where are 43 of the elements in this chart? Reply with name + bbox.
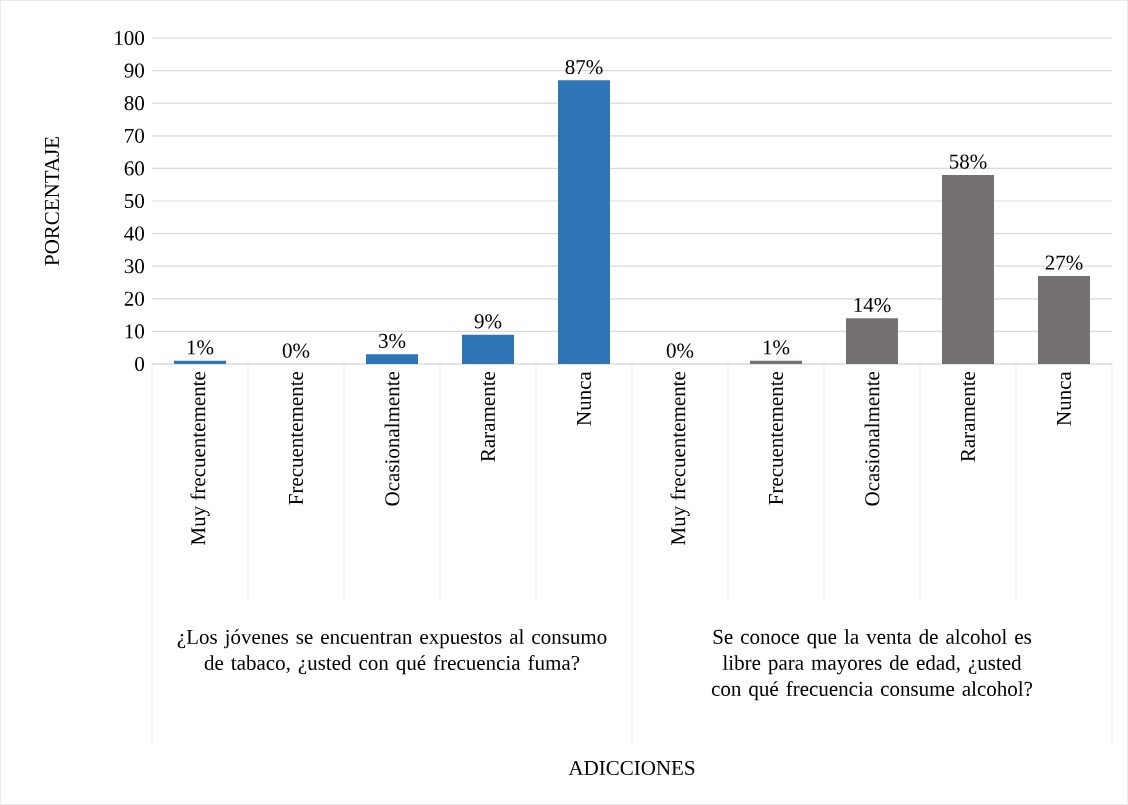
bar: [462, 334, 514, 364]
y-tick-label: 70: [125, 128, 145, 143]
bar: [558, 80, 610, 364]
data-label: 9%: [474, 314, 502, 329]
x-tick-label: Nunca: [1057, 371, 1071, 426]
y-tick-label: 90: [124, 63, 145, 78]
data-label: 1%: [187, 340, 214, 355]
x-tick-label: Ocasionalmente: [384, 371, 400, 506]
x-tick-label: Frecuentemente: [289, 371, 303, 505]
text: ADICCIONES: [568, 760, 695, 776]
x-tick-label: Raramente: [481, 371, 495, 462]
bar: [942, 174, 994, 364]
bar: [750, 360, 802, 364]
bar: [174, 360, 226, 364]
bar: [846, 318, 898, 364]
y-tick-label: 80: [124, 96, 145, 111]
x-tick-label: Nunca: [577, 371, 591, 426]
y-axis-title: PORCENTAJE: [44, 136, 60, 266]
data-label: 27%: [1045, 255, 1083, 270]
y-tick-label: 100: [115, 30, 145, 46]
x-tick-label: Muy frecuentemente: [670, 371, 690, 545]
bar: [366, 354, 418, 364]
data-label: 1%: [763, 340, 790, 355]
x-tick-label: Raramente: [961, 371, 975, 462]
y-tick-label: 60: [124, 161, 145, 176]
text: Se conoce que la venta de alcohol es libre para mayores de edad, ¿usted con qué frecuencia consume alcohol?: [711, 629, 1033, 701]
y-tick-label: 50: [125, 193, 145, 209]
y-tick-label: 40: [124, 226, 145, 241]
x-tick-label: Frecuentemente: [769, 371, 783, 505]
y-tick-label: 20: [124, 291, 145, 306]
y-tick-label: 0: [135, 356, 145, 372]
data-label: 0%: [282, 343, 310, 358]
data-label: 87%: [565, 59, 603, 75]
data-label: 58%: [949, 154, 987, 169]
x-tick-label: Ocasionalmente: [864, 371, 880, 506]
y-tick-label: 10: [125, 324, 145, 339]
bar: [1037, 275, 1090, 364]
data-label: 3%: [379, 333, 406, 349]
y-tick-label: 30: [124, 259, 145, 274]
x-tick-label: Muy frecuentemente: [190, 371, 210, 545]
text: ¿Los jóvenes se encuentran expuestos al consumo de tabaco, ¿usted con qué frecuencia fuma?: [177, 629, 607, 675]
data-label: 14%: [854, 297, 891, 313]
data-label: 0%: [666, 343, 694, 358]
